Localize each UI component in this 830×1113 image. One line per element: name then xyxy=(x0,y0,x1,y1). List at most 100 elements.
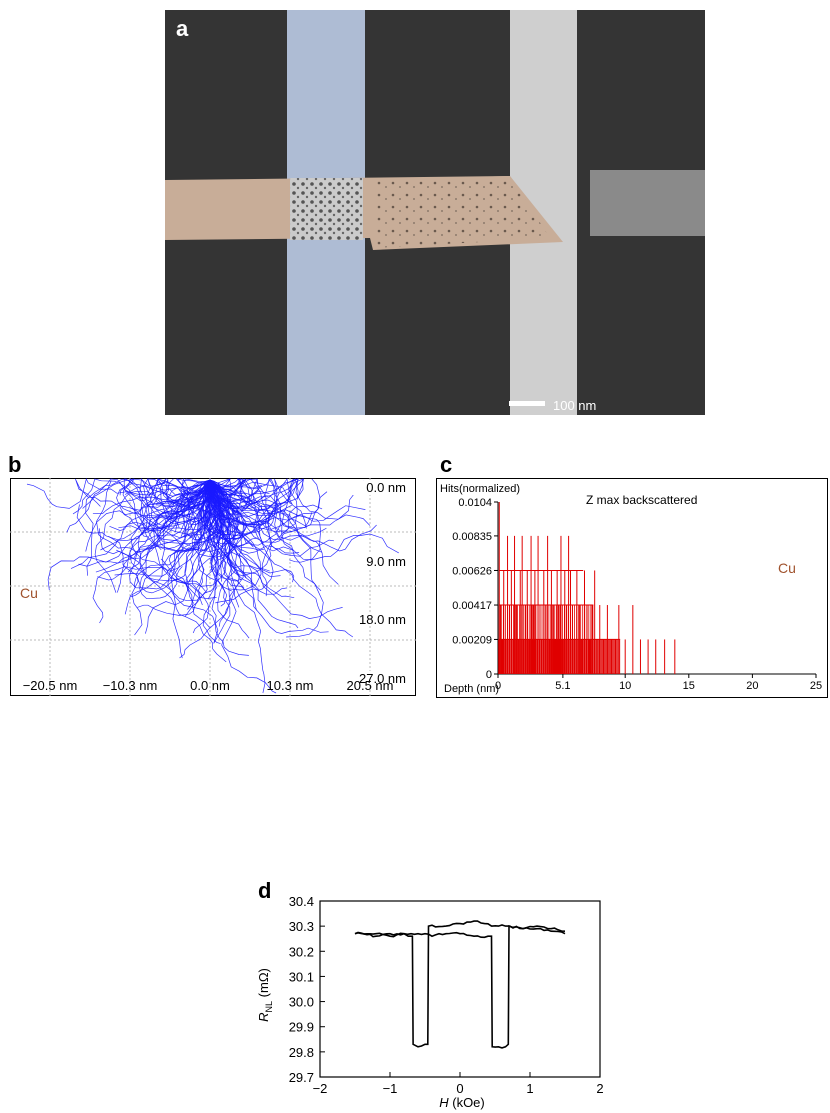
trajectory xyxy=(155,479,211,506)
trajectory xyxy=(209,478,321,563)
lateral-label: 10.3 nm xyxy=(267,678,314,693)
trajectory xyxy=(185,479,212,628)
depth-label: 27.0 nm xyxy=(359,671,406,686)
scale-bar xyxy=(509,401,545,406)
panel-d-label: d xyxy=(258,878,272,903)
trajectory xyxy=(114,479,211,577)
d-ytick-label: 30.1 xyxy=(289,969,314,984)
d-ylabel: RNL (mΩ) xyxy=(256,968,274,1022)
d-ytick-label: 29.8 xyxy=(289,1045,314,1060)
trajectory xyxy=(209,479,354,638)
trajectory xyxy=(167,479,249,656)
d-ytick-label: 30.0 xyxy=(289,995,314,1010)
trajectory xyxy=(209,479,266,694)
histogram-xlabel: Depth (nm) xyxy=(444,683,499,695)
c-xtick-label: 5.1 xyxy=(555,680,570,692)
trajectory xyxy=(108,479,230,594)
c-xtick-label: 0 xyxy=(495,680,501,692)
trajectory xyxy=(209,479,377,552)
trajectory xyxy=(94,479,212,593)
trajectory xyxy=(156,478,262,518)
cross-junction xyxy=(290,178,363,240)
histogram-ylabel: Hits(normalized) xyxy=(440,483,520,495)
histogram-frame xyxy=(436,478,828,698)
trajectory xyxy=(85,478,211,576)
panel-b-label: b xyxy=(8,452,22,477)
trajectory xyxy=(208,479,299,629)
depth-label-bg xyxy=(348,554,410,568)
trajectory xyxy=(209,479,239,537)
d-ytick-label: 29.9 xyxy=(289,1020,314,1035)
trajectory xyxy=(209,479,270,577)
trajectory xyxy=(209,479,231,644)
depth-label-bg xyxy=(348,671,410,685)
sem-image: 100 nm xyxy=(165,10,705,415)
d-ytick-label: 30.4 xyxy=(289,895,314,909)
trajectory xyxy=(209,479,298,534)
lateral-label: 20.5 nm xyxy=(347,678,394,693)
trajectory xyxy=(160,480,227,587)
depth-label: 0.0 nm xyxy=(366,480,406,495)
trajectory xyxy=(145,479,217,634)
resistance-curve-0 xyxy=(354,920,566,1048)
panel-c-label: c xyxy=(440,452,453,477)
d-ytick-label: 29.7 xyxy=(289,1070,314,1085)
c-ytick-label: 0.0104 xyxy=(458,497,492,509)
trajectory xyxy=(92,479,212,624)
d-ytick-label: 30.3 xyxy=(289,919,314,934)
trajectory xyxy=(204,479,219,643)
depth-label-bg xyxy=(348,481,410,495)
trajectory xyxy=(124,479,211,615)
lateral-label: −10.3 nm xyxy=(103,678,158,693)
material-label-cu: Cu xyxy=(20,585,38,601)
histogram-annotation-cu: Cu xyxy=(778,560,796,576)
depth-label-bg xyxy=(348,612,410,626)
trajectory xyxy=(209,479,250,639)
depth-label: 18.0 nm xyxy=(359,612,406,627)
d-xtick-label: 1 xyxy=(526,1081,533,1096)
electron-trajectories xyxy=(26,478,399,694)
resistance-curve-1 xyxy=(354,924,566,1049)
d-ytick-label: 30.2 xyxy=(289,944,314,959)
c-xtick-label: 25 xyxy=(810,680,822,692)
d-xtick-label: 2 xyxy=(596,1081,603,1096)
d-xlabel: H (kOe) xyxy=(439,1095,485,1110)
trajectory xyxy=(131,479,211,636)
trajectory xyxy=(151,478,211,527)
c-ytick-label: 0.00209 xyxy=(452,634,492,646)
c-ytick-label: 0.00417 xyxy=(452,600,492,612)
d-xtick-label: −1 xyxy=(383,1081,398,1096)
trajectory xyxy=(82,478,235,520)
c-xtick-label: 20 xyxy=(746,680,758,692)
scale-bar-label: 100 nm xyxy=(553,398,596,413)
trajectory xyxy=(187,479,215,610)
trajectory xyxy=(209,478,365,520)
trajectory xyxy=(209,479,334,557)
lateral-label: 0.0 nm xyxy=(190,678,230,693)
trajectory xyxy=(207,478,232,592)
c-ytick-label: 0.00626 xyxy=(452,565,492,577)
copper-pitted-region xyxy=(375,176,550,248)
trajectory xyxy=(133,479,211,588)
trajectory xyxy=(209,479,313,533)
trajectory xyxy=(209,478,298,597)
trajectory xyxy=(92,479,211,515)
trajectory xyxy=(209,478,323,553)
trajectory xyxy=(130,479,212,598)
c-ytick-label: 0.00835 xyxy=(452,531,492,543)
d-xtick-label: 0 xyxy=(456,1081,463,1096)
backscatter-histogram: Hits(normalized) Z max backscattered Cu … xyxy=(436,478,828,698)
trajectory xyxy=(209,478,262,591)
c-xtick-label: 10 xyxy=(619,680,631,692)
histogram-bars xyxy=(498,502,676,674)
panel-a-label: a xyxy=(176,16,189,41)
trajectory xyxy=(70,479,222,569)
trajectory xyxy=(116,478,242,593)
trajectory xyxy=(206,478,299,528)
spin-valve-plot: 29.729.829.930.030.130.230.330.4−2 −1 0 1 2 … xyxy=(256,895,604,1110)
lateral-label: −20.5 nm xyxy=(23,678,78,693)
trajectory xyxy=(209,479,295,599)
trajectory xyxy=(66,478,211,533)
histogram-title: Z max backscattered xyxy=(586,493,697,507)
